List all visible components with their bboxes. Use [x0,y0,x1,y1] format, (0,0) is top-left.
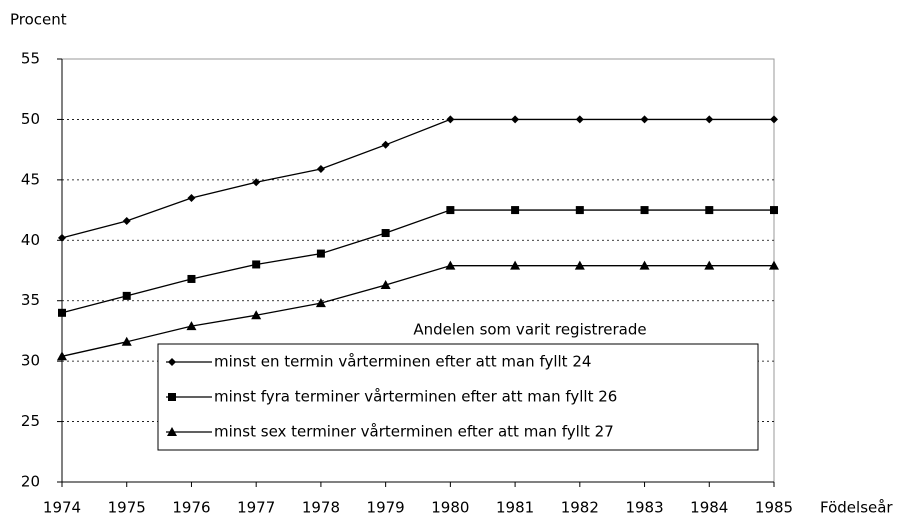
legend-label: minst en termin vårterminen efter att ma… [214,353,591,371]
x-tick-label: 1979 [367,499,405,517]
marker [770,115,778,124]
marker [187,274,196,283]
x-tick-label: 1985 [755,499,793,517]
marker [705,206,714,215]
marker [168,393,176,401]
legend: minst en termin vårterminen efter att ma… [157,343,759,451]
marker [168,358,176,366]
marker [186,321,197,331]
marker [769,260,779,270]
x-tick-label: 1976 [172,499,210,517]
marker [121,336,132,346]
series-line [61,118,774,239]
marker [252,178,261,187]
y-tick-label: 25 [21,412,40,430]
marker [511,206,520,215]
marker [252,260,261,269]
marker [575,115,584,124]
marker [704,260,715,270]
x-tick-label: 1984 [690,499,728,517]
y-tick-label: 20 [21,473,40,491]
x-tick-label: 1974 [43,499,81,517]
marker [57,351,67,361]
marker [381,140,390,149]
y-tick-label: 55 [21,50,40,68]
marker [315,298,326,308]
y-tick-label: 30 [21,352,40,370]
marker [58,233,66,242]
marker [58,308,66,317]
x-tick-label: 1977 [237,499,275,517]
marker [446,206,455,215]
series-line [61,265,774,357]
legend-label: minst sex terminer vårterminen efter att… [214,423,614,441]
y-tick-label: 50 [21,110,40,128]
legend-box [157,343,759,451]
x-axis-label: Födelseår [820,499,893,517]
marker [640,115,649,124]
marker [705,115,714,124]
legend-title: Andelen som varit registrerade [413,321,646,339]
x-tick-label: 1975 [108,499,146,517]
x-tick-label: 1982 [561,499,599,517]
marker [381,229,390,238]
marker [446,115,455,124]
y-axis-label: Procent [10,11,67,29]
marker [122,216,131,225]
marker [639,260,650,270]
marker [770,206,778,215]
series-line [61,209,774,314]
marker [511,115,520,124]
marker [510,260,521,270]
marker [122,291,131,300]
x-tick-label: 1983 [625,499,663,517]
marker [380,280,391,290]
legend-label: minst fyra terminer vårterminen efter at… [214,388,617,406]
x-tick-label: 1978 [302,499,340,517]
marker [251,310,262,320]
marker [445,260,456,270]
marker [316,164,325,173]
marker [574,260,585,270]
marker [187,193,196,202]
marker [640,206,649,215]
x-tick-label: 1981 [496,499,534,517]
y-tick-label: 35 [21,291,40,309]
marker [575,206,584,215]
y-tick-label: 40 [21,231,40,249]
y-tick-label: 45 [21,170,40,188]
x-tick-label: 1980 [431,499,469,517]
marker [167,427,177,436]
marker [316,249,325,258]
